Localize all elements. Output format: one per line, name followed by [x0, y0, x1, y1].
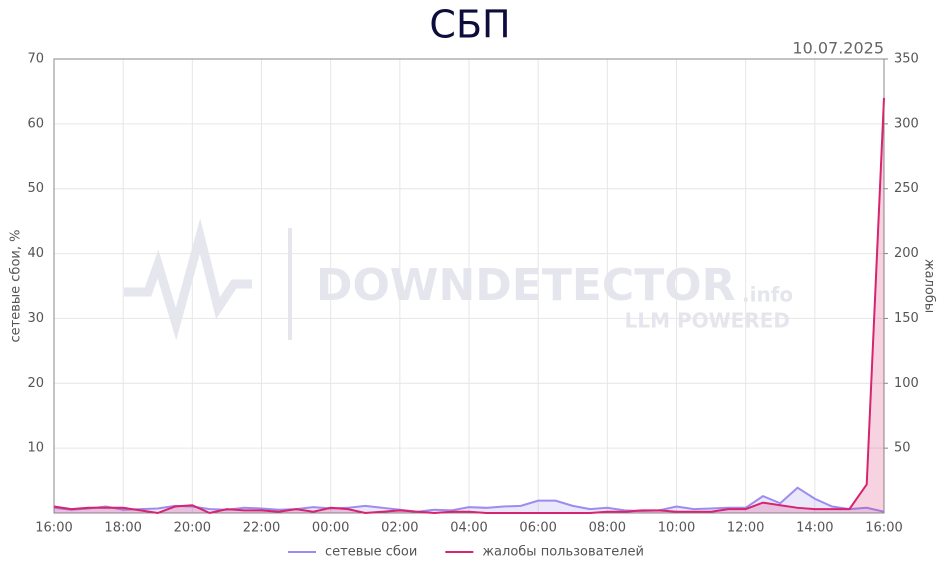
y-tick-label: 70: [27, 52, 44, 67]
x-tick-label: 16:00: [35, 521, 72, 536]
x-tick-label: 18:00: [104, 521, 141, 536]
chart-title: СБП: [429, 3, 510, 47]
x-tick-label: 00:00: [312, 521, 349, 536]
y-tick-label: 30: [27, 311, 44, 326]
y2-axis-label: жалобы: [922, 259, 937, 313]
x-tick-label: 16:00: [865, 521, 902, 536]
y2-tick-label: 100: [894, 376, 919, 391]
series-line: [53, 486, 885, 513]
y-axis-label: сетевые сбои, %: [9, 230, 24, 343]
y2-tick-label: 250: [894, 181, 919, 196]
y-tick-label: 60: [27, 116, 44, 131]
y-tick-label: 10: [27, 441, 44, 456]
legend-label[interactable]: жалобы пользователей: [482, 545, 644, 560]
plot-frame: [53, 58, 885, 514]
series-line: [53, 97, 885, 515]
watermark-suffix: .info: [742, 283, 793, 307]
date-label: 10.07.2025: [792, 39, 884, 58]
x-tick-label: 14:00: [796, 521, 833, 536]
y-tick-label: 40: [27, 246, 44, 261]
y2-tick-label: 200: [894, 246, 919, 261]
x-tick-label: 06:00: [519, 521, 556, 536]
x-tick-label: 10:00: [658, 521, 695, 536]
y-tick-label: 20: [27, 376, 44, 391]
x-tick-label: 02:00: [381, 521, 418, 536]
x-tick-label: 08:00: [589, 521, 626, 536]
watermark-text: DOWNDETECTOR: [316, 260, 736, 311]
y2-tick-label: 300: [894, 116, 919, 131]
x-tick-label: 12:00: [727, 521, 764, 536]
y2-tick-label: 150: [894, 311, 919, 326]
y2-tick-label: 350: [894, 52, 919, 67]
legend-label[interactable]: сетевые сбои: [325, 545, 417, 560]
x-tick-label: 22:00: [243, 521, 280, 536]
watermark-logo: [124, 218, 252, 341]
watermark: DOWNDETECTOR .info LLM POWERED: [124, 218, 793, 341]
x-tick-label: 04:00: [450, 521, 487, 536]
y2-tick-label: 50: [894, 441, 911, 456]
watermark-tagline: LLM POWERED: [625, 309, 790, 333]
x-tick-label: 20:00: [174, 521, 211, 536]
y-tick-label: 50: [27, 181, 44, 196]
